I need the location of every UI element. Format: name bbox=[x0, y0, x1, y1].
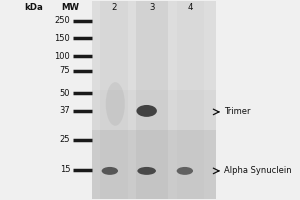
Bar bbox=[177, 1, 204, 199]
Text: 50: 50 bbox=[60, 89, 70, 98]
Text: 100: 100 bbox=[55, 52, 70, 61]
Text: 15: 15 bbox=[60, 165, 70, 174]
Text: 25: 25 bbox=[60, 135, 70, 144]
Text: 250: 250 bbox=[55, 16, 70, 25]
Text: 2: 2 bbox=[111, 3, 117, 12]
Text: 3: 3 bbox=[149, 3, 155, 12]
Text: MW: MW bbox=[61, 3, 79, 12]
Ellipse shape bbox=[102, 167, 118, 175]
Bar bbox=[100, 1, 128, 199]
Text: Alpha Synuclein: Alpha Synuclein bbox=[224, 166, 292, 175]
Text: 4: 4 bbox=[188, 3, 193, 12]
Ellipse shape bbox=[136, 105, 157, 117]
Bar bbox=[136, 1, 169, 199]
Ellipse shape bbox=[137, 167, 156, 175]
Text: 37: 37 bbox=[59, 106, 70, 115]
Ellipse shape bbox=[106, 82, 125, 126]
Text: Trimer: Trimer bbox=[224, 107, 251, 116]
Bar bbox=[92, 1, 216, 199]
Bar bbox=[92, 1, 216, 130]
Ellipse shape bbox=[177, 167, 193, 175]
Text: 150: 150 bbox=[55, 34, 70, 43]
Text: 75: 75 bbox=[60, 66, 70, 75]
Text: kDa: kDa bbox=[24, 3, 43, 12]
Bar bbox=[92, 1, 216, 90]
